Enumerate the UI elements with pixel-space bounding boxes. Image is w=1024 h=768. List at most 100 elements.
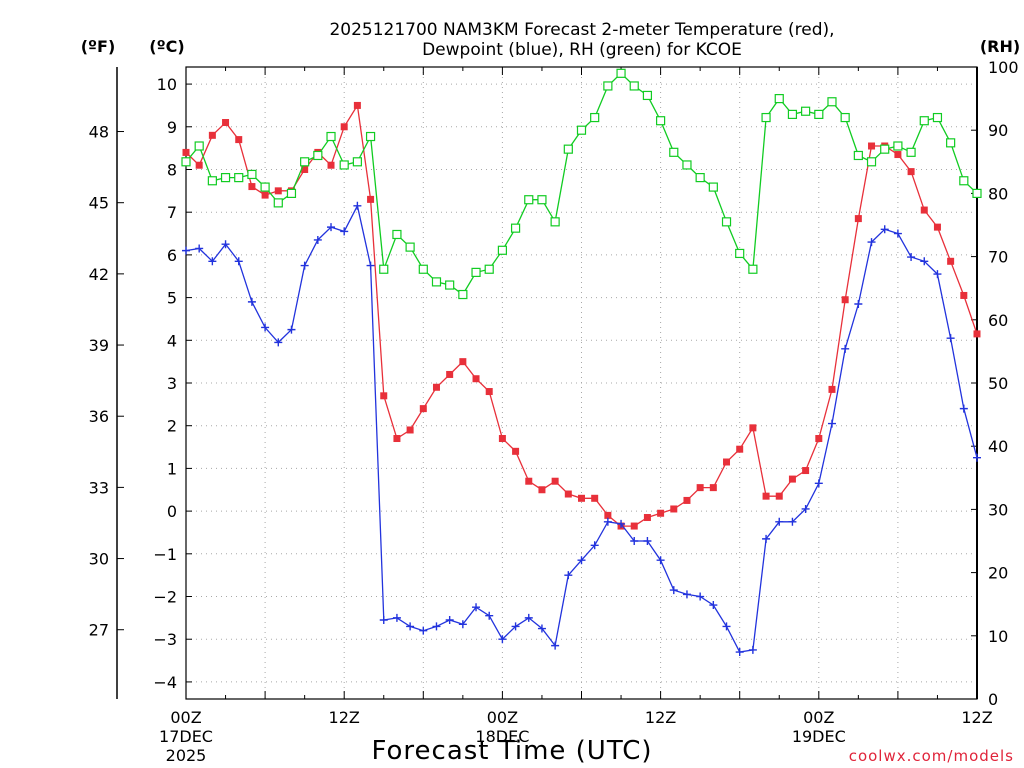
rh-point <box>801 106 811 116</box>
temperature-point <box>696 484 704 492</box>
celsius-tick-label: 3 <box>167 374 177 393</box>
temperature-point <box>749 424 757 432</box>
dewpoint-point <box>366 261 375 270</box>
rh-line <box>185 72 978 296</box>
rh-point <box>866 157 877 167</box>
temperature-point <box>630 522 638 530</box>
x-tick-year-label: 2025 <box>166 746 207 765</box>
temperature-point <box>261 191 269 199</box>
rh-point <box>972 188 982 198</box>
dewpoint-point <box>709 601 718 610</box>
dewpoint-point <box>696 592 705 601</box>
temperature-point <box>485 388 493 396</box>
rh-point <box>932 112 943 123</box>
dewpoint-point <box>564 571 573 580</box>
temperature-point <box>327 161 335 169</box>
temperature-point <box>723 458 731 466</box>
dewpoint-point <box>511 622 520 631</box>
dewpoint-point <box>920 257 929 266</box>
x-tick-date-label: 18DEC <box>475 727 529 746</box>
rh-point <box>629 81 639 91</box>
rh-point <box>286 188 297 198</box>
rh-point <box>576 125 587 135</box>
rh-point <box>774 93 784 104</box>
dewpoint-point <box>590 541 599 550</box>
x-tick-date-label: 17DEC <box>159 727 213 746</box>
temperature-point <box>828 385 836 393</box>
rh-point <box>827 97 837 107</box>
rh-point <box>510 223 521 233</box>
rh-point <box>616 68 626 78</box>
temperature-point <box>841 296 849 304</box>
rh-point <box>603 81 613 91</box>
temperature-point <box>670 505 678 513</box>
celsius-unit-label: (ºC) <box>149 37 184 56</box>
dewpoint-point <box>907 253 916 262</box>
dewpoint-point <box>551 641 560 650</box>
temperature-point <box>591 494 599 502</box>
temperature-point <box>419 405 427 413</box>
rh-point <box>260 182 270 192</box>
temperature-point <box>907 168 915 176</box>
dewpoint-point <box>841 344 850 353</box>
rh-point <box>735 248 745 259</box>
x-tick-label: 00Z <box>803 708 834 727</box>
rh-point <box>392 229 402 240</box>
temperature-point <box>802 467 810 475</box>
celsius-tick-label: −1 <box>153 545 177 564</box>
dewpoint-point <box>959 404 968 413</box>
celsius-tick-label: 4 <box>167 331 177 350</box>
rh-unit-label: (RH) <box>980 37 1020 56</box>
dewpoint-point <box>313 235 322 244</box>
x-tick-label: 00Z <box>170 708 201 727</box>
x-tick-label: 12Z <box>961 708 992 727</box>
temperature-point <box>446 370 454 378</box>
fahrenheit-tick-label: 42 <box>89 265 109 284</box>
temperature-point <box>578 494 585 502</box>
rh-point <box>642 90 653 101</box>
dewpoint-point <box>472 603 481 612</box>
dewpoint-point <box>682 590 691 599</box>
fahrenheit-tick-label: 45 <box>89 194 109 213</box>
dewpoint-point <box>300 261 309 270</box>
celsius-tick-label: 5 <box>167 289 177 308</box>
temperature-point <box>788 475 796 483</box>
rh-point <box>497 245 507 255</box>
rh-point <box>550 217 560 227</box>
temperature-point <box>815 435 823 443</box>
dewpoint-point <box>498 635 507 644</box>
rh-point <box>234 173 244 183</box>
temperature-point <box>274 187 282 195</box>
dewpoint-point <box>379 616 388 624</box>
celsius-tick-label: 6 <box>167 246 177 265</box>
dewpoint-point <box>617 519 626 528</box>
dewpoint-point <box>801 504 810 513</box>
dewpoint-point <box>643 537 652 545</box>
rh-point <box>761 112 771 123</box>
rh-point <box>273 198 283 208</box>
rh-tick-label: 100 <box>988 58 1019 77</box>
rh-tick-label: 40 <box>988 437 1008 456</box>
dewpoint-point <box>880 225 889 234</box>
rh-point <box>524 195 534 205</box>
rh-point <box>313 150 323 161</box>
dewpoint-point <box>327 223 336 232</box>
rh-tick-label: 50 <box>988 374 1008 393</box>
rh-point <box>471 267 481 277</box>
dewpoint-point <box>827 419 836 428</box>
temperature-point <box>380 392 388 400</box>
celsius-tick-label: −2 <box>153 588 177 607</box>
temperature-point <box>367 195 375 203</box>
x-tick-label: 00Z <box>487 708 518 727</box>
dewpoint-point <box>261 323 270 332</box>
rh-point <box>379 264 389 274</box>
fahrenheit-tick-label: 33 <box>89 478 109 497</box>
rh-point <box>326 131 336 142</box>
x-tick-date-label: 19DEC <box>792 727 846 746</box>
dewpoint-point <box>524 613 533 622</box>
chart-subtitle: Dewpoint (blue), RH (green) for KCOE <box>422 40 742 60</box>
rh-point <box>352 157 362 167</box>
rh-point <box>893 141 903 151</box>
rh-point <box>669 147 679 157</box>
